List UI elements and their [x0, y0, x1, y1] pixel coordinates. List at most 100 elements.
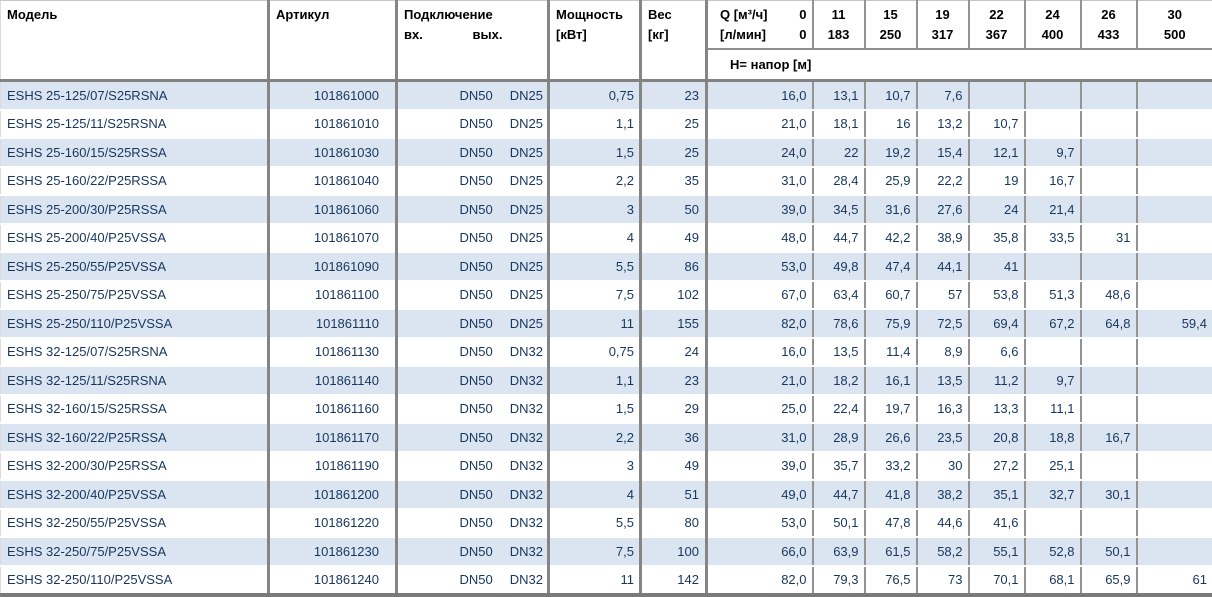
weight-cell: 24	[641, 338, 707, 367]
weight-cell: 36	[641, 423, 707, 452]
weight-cell: 23	[641, 81, 707, 110]
head-cell-q1: 18,1	[813, 110, 865, 139]
model-cell: ESHS 32-200/40/P25VSSA	[1, 480, 269, 509]
weight-cell: 29	[641, 395, 707, 424]
head-cell-q0: 39,0	[707, 452, 813, 481]
head-cell-q5	[1025, 252, 1081, 281]
head-cell-q1: 35,7	[813, 452, 865, 481]
head-cell-q1: 22,4	[813, 395, 865, 424]
model-cell: ESHS 25-125/07/S25RSNA	[1, 81, 269, 110]
head-cell-q6	[1081, 509, 1137, 538]
head-cell-q6	[1081, 252, 1137, 281]
model-cell: ESHS 32-200/30/P25RSSA	[1, 452, 269, 481]
head-cell-q2: 19,2	[865, 138, 917, 167]
outlet-value: DN25	[510, 259, 543, 274]
head-cell-q0: 16,0	[707, 338, 813, 367]
head-cell-q6	[1081, 395, 1137, 424]
head-cell-q2: 16	[865, 110, 917, 139]
outlet-value: DN25	[510, 316, 543, 331]
weight-cell: 25	[641, 110, 707, 139]
head-cell-q6: 31	[1081, 224, 1137, 253]
head-cell-q4: 35,8	[969, 224, 1025, 253]
head-cell-q6	[1081, 366, 1137, 395]
head-cell-q4: 10,7	[969, 110, 1025, 139]
model-cell: ESHS 32-160/22/P25RSSA	[1, 423, 269, 452]
model-cell: ESHS 25-125/11/S25RSNA	[1, 110, 269, 139]
power-cell: 3	[549, 452, 641, 481]
article-cell: 101861060	[269, 195, 397, 224]
head-cell-q3: 72,5	[917, 309, 969, 338]
head-cell-q5: 11,1	[1025, 395, 1081, 424]
weight-cell: 49	[641, 452, 707, 481]
head-cell-q3: 22,2	[917, 167, 969, 196]
head-cell-q1: 13,5	[813, 338, 865, 367]
head-cell-q4: 70,1	[969, 566, 1025, 596]
head-cell-q4: 11,2	[969, 366, 1025, 395]
article-cell: 101861130	[269, 338, 397, 367]
article-cell: 101861200	[269, 480, 397, 509]
head-cell-q6: 48,6	[1081, 281, 1137, 310]
inlet-value: DN50	[460, 316, 493, 331]
connection-cell: DN50 DN25	[397, 309, 549, 338]
article-cell: 101861070	[269, 224, 397, 253]
outlet-value: DN32	[510, 344, 543, 359]
head-cell-q4: 35,1	[969, 480, 1025, 509]
outlet-value: DN32	[510, 487, 543, 502]
head-cell-q7	[1137, 195, 1212, 224]
power-cell: 0,75	[549, 81, 641, 110]
head-cell-q4: 20,8	[969, 423, 1025, 452]
head-cell-q3: 44,6	[917, 509, 969, 538]
head-cell-q0: 21,0	[707, 110, 813, 139]
power-cell: 4	[549, 224, 641, 253]
model-cell: ESHS 32-250/110/P25VSSA	[1, 566, 269, 596]
head-cell-q5	[1025, 338, 1081, 367]
model-cell: ESHS 25-250/55/P25VSSA	[1, 252, 269, 281]
weight-cell: 86	[641, 252, 707, 281]
inlet-value: DN50	[460, 230, 493, 245]
head-cell-q7	[1137, 452, 1212, 481]
power-cell: 1,5	[549, 138, 641, 167]
head-cell-q1: 78,6	[813, 309, 865, 338]
outlet-value: DN32	[510, 458, 543, 473]
outlet-value: DN25	[510, 116, 543, 131]
head-cell-q3: 13,5	[917, 366, 969, 395]
weight-cell: 155	[641, 309, 707, 338]
head-cell-q2: 42,2	[865, 224, 917, 253]
weight-cell: 35	[641, 167, 707, 196]
model-cell: ESHS 25-250/75/P25VSSA	[1, 281, 269, 310]
col-header-inlet: вх.	[404, 25, 473, 45]
inlet-value: DN50	[460, 373, 493, 388]
head-cell-q7	[1137, 167, 1212, 196]
weight-cell: 142	[641, 566, 707, 596]
head-cell-q7	[1137, 281, 1212, 310]
flow-m3h-zero: 0	[799, 5, 806, 25]
head-cell-q7	[1137, 423, 1212, 452]
col-header-power-label: Мощность	[556, 5, 633, 25]
head-cell-q1: 28,9	[813, 423, 865, 452]
head-cell-q6	[1081, 110, 1137, 139]
head-cell-q5: 68,1	[1025, 566, 1081, 596]
inlet-value: DN50	[460, 458, 493, 473]
head-cell-q2: 47,4	[865, 252, 917, 281]
head-cell-q2: 33,2	[865, 452, 917, 481]
power-cell: 11	[549, 566, 641, 596]
head-cell-q4: 53,8	[969, 281, 1025, 310]
article-cell: 101861240	[269, 566, 397, 596]
model-cell: ESHS 32-250/55/P25VSSA	[1, 509, 269, 538]
power-cell: 2,2	[549, 167, 641, 196]
weight-cell: 102	[641, 281, 707, 310]
head-cell-q3: 58,2	[917, 537, 969, 566]
head-cell-q3: 30	[917, 452, 969, 481]
head-cell-q2: 61,5	[865, 537, 917, 566]
